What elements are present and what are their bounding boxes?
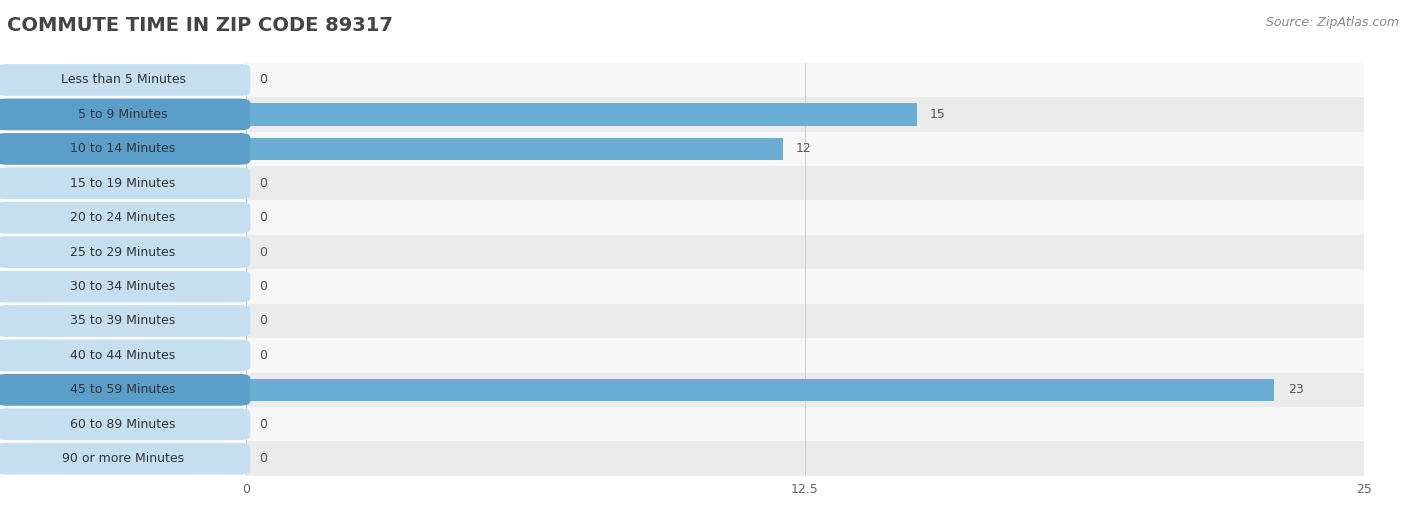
Text: 90 or more Minutes: 90 or more Minutes (62, 452, 184, 465)
Bar (201, 441, 1364, 476)
Text: 20 to 24 Minutes: 20 to 24 Minutes (70, 211, 176, 224)
Bar (201, 235, 1364, 269)
Text: 0: 0 (260, 349, 267, 362)
Text: 25 to 29 Minutes: 25 to 29 Minutes (70, 246, 176, 259)
Text: 5 to 9 Minutes: 5 to 9 Minutes (79, 108, 167, 121)
Bar (201, 63, 1364, 97)
Text: 0: 0 (260, 73, 267, 86)
Bar (246, 103, 917, 126)
Text: 0: 0 (260, 246, 267, 259)
Text: 23: 23 (1288, 383, 1303, 396)
Text: 0: 0 (260, 280, 267, 293)
Text: 0: 0 (260, 211, 267, 224)
Text: 60 to 89 Minutes: 60 to 89 Minutes (70, 418, 176, 431)
Bar (246, 138, 783, 160)
Text: 0: 0 (260, 177, 267, 190)
Text: 35 to 39 Minutes: 35 to 39 Minutes (70, 314, 176, 327)
Text: COMMUTE TIME IN ZIP CODE 89317: COMMUTE TIME IN ZIP CODE 89317 (7, 16, 392, 35)
Text: 15: 15 (931, 108, 946, 121)
Bar (201, 132, 1364, 166)
Bar (201, 200, 1364, 235)
Text: 45 to 59 Minutes: 45 to 59 Minutes (70, 383, 176, 396)
Bar (246, 379, 1274, 401)
Text: 0: 0 (260, 452, 267, 465)
Text: 10 to 14 Minutes: 10 to 14 Minutes (70, 142, 176, 155)
Bar (201, 97, 1364, 132)
Text: 0: 0 (260, 314, 267, 327)
Text: 30 to 34 Minutes: 30 to 34 Minutes (70, 280, 176, 293)
Bar (201, 372, 1364, 407)
Text: 15 to 19 Minutes: 15 to 19 Minutes (70, 177, 176, 190)
Bar (201, 338, 1364, 372)
Text: Source: ZipAtlas.com: Source: ZipAtlas.com (1265, 16, 1399, 29)
Bar (201, 407, 1364, 441)
Text: 0: 0 (260, 418, 267, 431)
Text: Less than 5 Minutes: Less than 5 Minutes (60, 73, 186, 86)
Bar (201, 304, 1364, 338)
Bar (201, 166, 1364, 200)
Text: 12: 12 (796, 142, 811, 155)
Bar (201, 269, 1364, 304)
Text: 40 to 44 Minutes: 40 to 44 Minutes (70, 349, 176, 362)
